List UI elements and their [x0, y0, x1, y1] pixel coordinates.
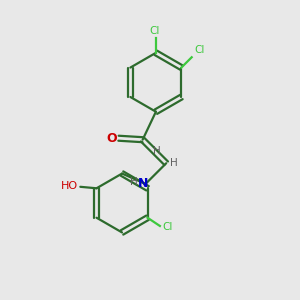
Text: Cl: Cl	[162, 222, 172, 232]
Text: Cl: Cl	[194, 45, 204, 55]
Text: H: H	[170, 158, 178, 168]
Text: Cl: Cl	[150, 26, 160, 36]
Text: O: O	[107, 132, 117, 145]
Text: N: N	[137, 177, 148, 190]
Text: HO: HO	[61, 181, 78, 191]
Text: H: H	[130, 176, 137, 187]
Text: H: H	[153, 146, 161, 156]
